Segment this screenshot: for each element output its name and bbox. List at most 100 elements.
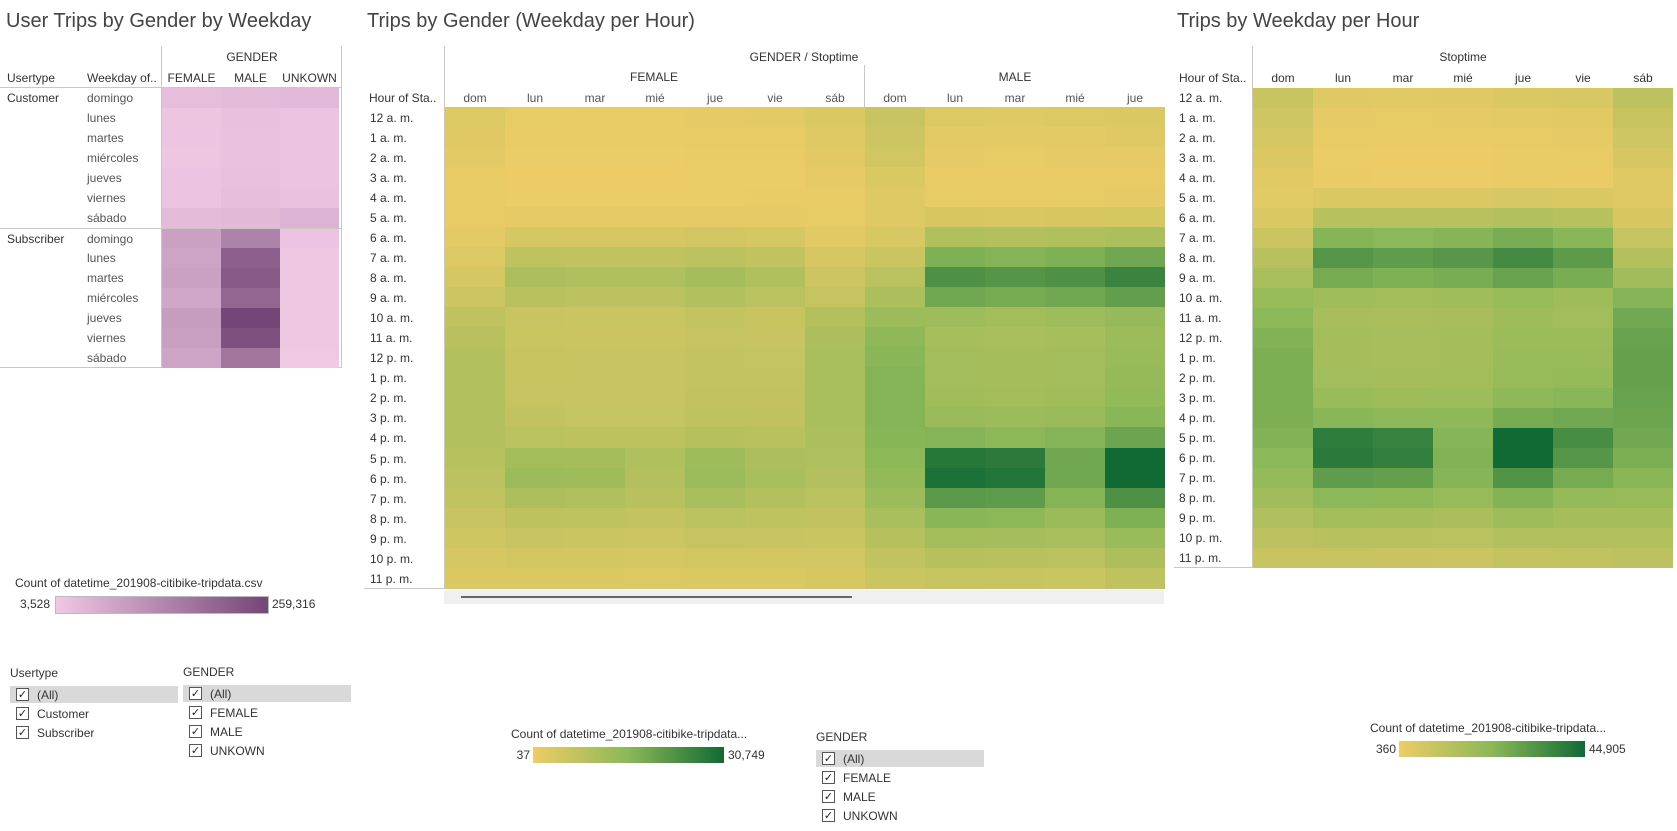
- heatmap-cell: [925, 147, 985, 169]
- heatmap-cell: [925, 327, 985, 349]
- heatmap-cell: [1493, 488, 1553, 508]
- heatmap-cell: [925, 547, 985, 569]
- heatmap-cell: [1493, 108, 1553, 128]
- heatmap-cell: [1253, 288, 1313, 308]
- heatmap-cell: [1433, 308, 1493, 328]
- heatmap-cell: [625, 307, 685, 329]
- heatmap-cell: [1313, 448, 1373, 468]
- heatmap-cell: [685, 207, 745, 229]
- checkbox-icon[interactable]: ✓: [822, 790, 835, 803]
- stoptime-column-header: dom: [1271, 71, 1295, 85]
- heatmap-cell: [625, 167, 685, 189]
- heatmap-cell: [745, 247, 805, 269]
- heatmap-cell: [745, 307, 805, 329]
- filter-option-all[interactable]: ✓ (All): [10, 686, 178, 703]
- filter-option-all[interactable]: ✓ (All): [183, 685, 351, 702]
- heatmap-cell: [1373, 528, 1433, 548]
- heatmap-cell: [1433, 88, 1493, 108]
- heatmap-cell: [1493, 228, 1553, 248]
- heatmap-cell: [985, 487, 1045, 509]
- heatmap-cell: [565, 447, 625, 469]
- heatmap-cell: [280, 207, 339, 228]
- heatmap-cell: [625, 287, 685, 309]
- heatmap-cell: [1045, 467, 1105, 489]
- heatmap-cell: [505, 327, 565, 349]
- filter-option-subscriber[interactable]: ✓ Subscriber: [10, 724, 178, 741]
- heatmap-cell: [445, 187, 505, 209]
- heatmap-cell: [162, 167, 221, 188]
- heatmap-cell: [1253, 328, 1313, 348]
- heatmap-cell: [985, 227, 1045, 249]
- heatmap-cell: [1045, 567, 1105, 589]
- heatmap-cell: [745, 207, 805, 229]
- heatmap-cell: [280, 107, 339, 128]
- heatmap-cell: [865, 107, 925, 128]
- heatmap-cell: [1373, 208, 1433, 228]
- checkbox-icon[interactable]: ✓: [189, 687, 202, 700]
- heatmap-cell: [221, 288, 280, 309]
- checkbox-icon[interactable]: ✓: [16, 688, 29, 701]
- hour-row-header: Hour of Sta..: [369, 91, 437, 105]
- heatmap-cell: [1253, 548, 1313, 568]
- heatmap-cell: [1433, 548, 1493, 568]
- heatmap-cell: [1045, 427, 1105, 449]
- heatmap-cell: [1433, 228, 1493, 248]
- heatmap-cell: [1553, 448, 1613, 468]
- heatmap-cell: [1253, 408, 1313, 428]
- heatmap-cell: [1045, 267, 1105, 289]
- legend-min-label: 360: [1375, 742, 1396, 756]
- gender-stoptime-header: GENDER / Stoptime: [749, 50, 859, 64]
- heatmap-cell: [805, 347, 865, 369]
- heatmap-cell: [985, 187, 1045, 209]
- filter-option-female[interactable]: ✓ FEMALE: [816, 769, 984, 786]
- hour-label: 1 a. m.: [1179, 111, 1216, 125]
- heatmap-cell: [1105, 127, 1165, 149]
- filter-option-female[interactable]: ✓ FEMALE: [183, 704, 351, 721]
- checkbox-icon[interactable]: ✓: [16, 726, 29, 739]
- filter-option-customer[interactable]: ✓ Customer: [10, 705, 178, 722]
- heatmap-cell: [805, 527, 865, 549]
- filter-option-male[interactable]: ✓ MALE: [816, 788, 984, 805]
- checkbox-icon[interactable]: ✓: [189, 706, 202, 719]
- heatmap-cell: [805, 427, 865, 449]
- heatmap-cell: [1493, 548, 1553, 568]
- heatmap-cell: [280, 328, 339, 349]
- heatmap-cell: [805, 127, 865, 149]
- filter-option-male[interactable]: ✓ MALE: [183, 723, 351, 740]
- weekday-label: martes: [87, 130, 124, 145]
- heatmap-cell: [1493, 308, 1553, 328]
- heatmap-cell: [1253, 388, 1313, 408]
- heatmap-cell: [445, 387, 505, 409]
- heatmap-cell: [925, 407, 985, 429]
- horizontal-scrollbar-thumb[interactable]: [461, 596, 852, 598]
- filter-option-all[interactable]: ✓ (All): [816, 750, 984, 767]
- heatmap-cell: [805, 487, 865, 509]
- checkbox-icon[interactable]: ✓: [822, 752, 835, 765]
- checkbox-icon[interactable]: ✓: [189, 725, 202, 738]
- heatmap-cell: [925, 487, 985, 509]
- left-right-border: [341, 46, 342, 368]
- hour-label: 10 a. m.: [1179, 291, 1223, 305]
- checkbox-icon[interactable]: ✓: [822, 771, 835, 784]
- heatmap-cell: [805, 467, 865, 489]
- left-chart-title: User Trips by Gender by Weekday: [6, 10, 312, 32]
- heatmap-cell: [565, 547, 625, 569]
- filter-option-unkown[interactable]: ✓ UNKOWN: [183, 742, 351, 759]
- checkbox-icon[interactable]: ✓: [822, 809, 835, 822]
- stoptime-column-header: sáb: [1633, 71, 1653, 85]
- heatmap-cell: [221, 88, 280, 108]
- heatmap-cell: [1253, 128, 1313, 148]
- green-gradient-bar: [533, 747, 724, 763]
- hour-label: 4 a. m.: [370, 191, 407, 206]
- heatmap-cell: [685, 387, 745, 409]
- heatmap-cell: [1373, 408, 1433, 428]
- checkbox-icon[interactable]: ✓: [189, 744, 202, 757]
- heatmap-cell: [685, 107, 745, 128]
- stoptime-column-header: vie: [1575, 71, 1591, 85]
- hour-label: 12 p. m.: [370, 351, 414, 366]
- weekday-label: lunes: [87, 251, 116, 266]
- heatmap-cell: [985, 327, 1045, 349]
- hour-label: 5 p. m.: [370, 451, 407, 466]
- filter-option-unkown[interactable]: ✓ UNKOWN: [816, 807, 984, 824]
- checkbox-icon[interactable]: ✓: [16, 707, 29, 720]
